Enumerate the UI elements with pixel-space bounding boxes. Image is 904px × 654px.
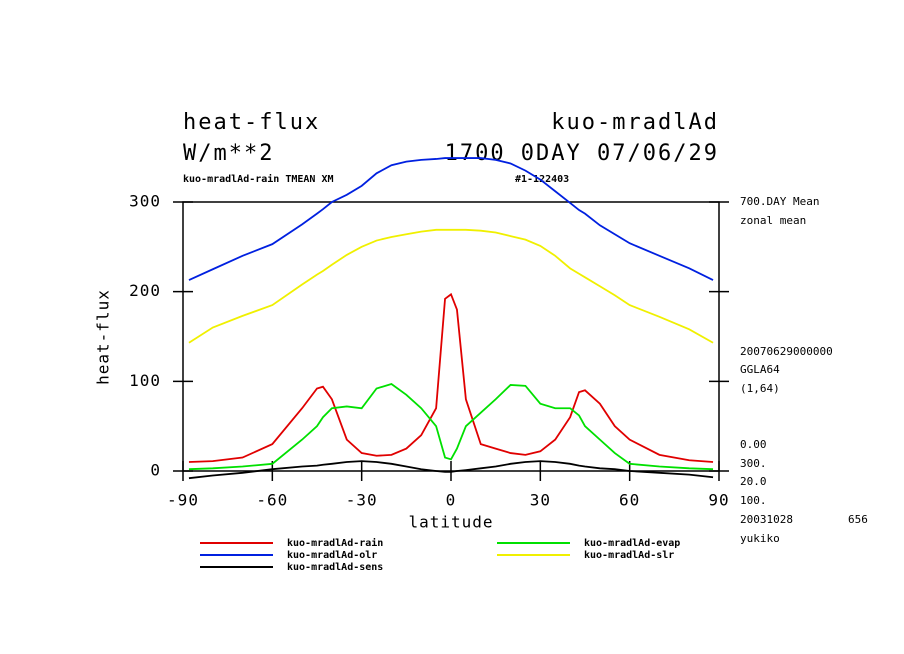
- title-left: heat-flux: [183, 110, 320, 135]
- legend-label: kuo-mradlAd-evap: [584, 538, 680, 549]
- side-note: GGLA64: [740, 363, 780, 376]
- side-note: 700.DAY Mean: [740, 195, 819, 208]
- x-tick-label: 60: [619, 491, 640, 510]
- subtitle-right: #1-122403: [515, 174, 569, 185]
- side-note: yukiko: [740, 532, 780, 545]
- y-tick-label: 300: [129, 192, 161, 211]
- x-tick-label: -90: [167, 491, 199, 510]
- side-note: 656: [848, 513, 868, 526]
- x-tick-label: -60: [256, 491, 288, 510]
- title-right: kuo-mradlAd: [551, 110, 719, 135]
- series-line: [188, 228, 714, 344]
- legend-label: kuo-mradlAd-slr: [584, 550, 674, 561]
- y-axis-label: heat-flux: [94, 289, 113, 385]
- subtitle-left: kuo-mradlAd-rain TMEAN XM: [183, 173, 334, 185]
- x-tick-label: 90: [708, 491, 729, 510]
- x-tick-label: 30: [530, 491, 551, 510]
- side-note: zonal mean: [740, 214, 806, 227]
- plot-frame: [182, 201, 720, 472]
- x-tick-label: -30: [346, 491, 378, 510]
- side-note: 20031028: [740, 513, 793, 526]
- series-line: [188, 292, 714, 463]
- series-line: [188, 383, 714, 471]
- y-tick-label: 200: [129, 281, 161, 300]
- x-tick-label: 0: [446, 491, 457, 510]
- units: W/m**2: [183, 141, 274, 166]
- side-note: 20.0: [740, 475, 767, 488]
- side-note: 0.00: [740, 438, 767, 451]
- legend-label: kuo-mradlAd-sens: [287, 562, 383, 573]
- y-tick-label: 0: [150, 461, 161, 480]
- series-line: [188, 460, 714, 480]
- side-note: 20070629000000: [740, 345, 833, 358]
- side-note: (1,64): [740, 382, 780, 395]
- legend-label: kuo-mradlAd-olr: [287, 550, 377, 561]
- side-note: 100.: [740, 494, 767, 507]
- side-note: 300.: [740, 457, 767, 470]
- x-axis-label: latitude: [408, 513, 493, 532]
- y-tick-label: 100: [129, 371, 161, 390]
- series-line: [188, 157, 714, 281]
- time-label: 1700 0DAY 07/06/29: [445, 141, 719, 166]
- legend-label: kuo-mradlAd-rain: [287, 537, 383, 549]
